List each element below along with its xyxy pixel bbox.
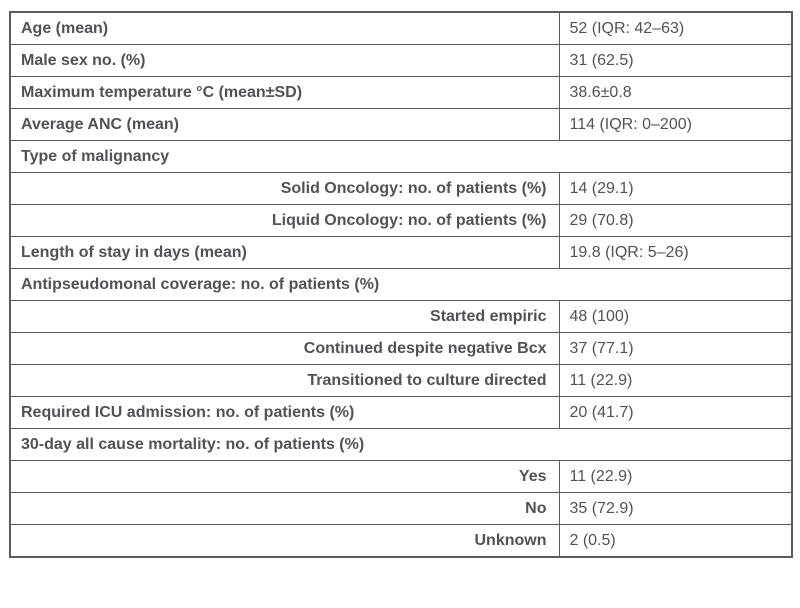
row-value: 19.8 (IQR: 5–26) bbox=[558, 236, 793, 269]
table-row: Yes 11 (22.9) bbox=[9, 460, 793, 493]
row-label: Unknown bbox=[9, 524, 560, 558]
row-label: Yes bbox=[9, 460, 560, 493]
section-header-label: Type of malignancy bbox=[9, 140, 793, 173]
table-row: Started empiric 48 (100) bbox=[9, 300, 793, 333]
row-value: 35 (72.9) bbox=[558, 492, 793, 525]
row-value: 31 (62.5) bbox=[558, 44, 793, 77]
row-value: 14 (29.1) bbox=[558, 172, 793, 205]
row-value: 48 (100) bbox=[558, 300, 793, 333]
table-row: Length of stay in days (mean) 19.8 (IQR: … bbox=[9, 236, 793, 269]
patient-characteristics-table: Age (mean) 52 (IQR: 42–63) Male sex no. (%… bbox=[9, 11, 793, 558]
row-label: No bbox=[9, 492, 560, 525]
characteristics-table: Age (mean) 52 (IQR: 42–63) Male sex no. (%… bbox=[9, 11, 793, 558]
row-value: 38.6±0.8 bbox=[558, 76, 793, 109]
row-value: 52 (IQR: 42–63) bbox=[558, 11, 793, 45]
table-row: Unknown 2 (0.5) bbox=[9, 524, 793, 558]
row-label: Continued despite negative Bcx bbox=[9, 332, 560, 365]
table-row: Maximum temperature °C (mean±SD) 38.6±0.8 bbox=[9, 76, 793, 109]
row-label: Average ANC (mean) bbox=[9, 108, 560, 141]
row-label: Required ICU admission: no. of patients … bbox=[9, 396, 560, 429]
row-value: 29 (70.8) bbox=[558, 204, 793, 237]
section-header-row: 30-day all cause mortality: no. of patie… bbox=[9, 428, 793, 461]
row-label: Length of stay in days (mean) bbox=[9, 236, 560, 269]
table-row: Male sex no. (%) 31 (62.5) bbox=[9, 44, 793, 77]
table-row: Continued despite negative Bcx 37 (77.1) bbox=[9, 332, 793, 365]
row-value: 20 (41.7) bbox=[558, 396, 793, 429]
table-row: Age (mean) 52 (IQR: 42–63) bbox=[9, 11, 793, 45]
row-label: Age (mean) bbox=[9, 11, 560, 45]
section-header-row: Type of malignancy bbox=[9, 140, 793, 173]
table-row: Average ANC (mean) 114 (IQR: 0–200) bbox=[9, 108, 793, 141]
row-value: 114 (IQR: 0–200) bbox=[558, 108, 793, 141]
row-value: 11 (22.9) bbox=[558, 364, 793, 397]
row-label: Maximum temperature °C (mean±SD) bbox=[9, 76, 560, 109]
row-label: Male sex no. (%) bbox=[9, 44, 560, 77]
table-row: Liquid Oncology: no. of patients (%) 29 (… bbox=[9, 204, 793, 237]
table-row: Transitioned to culture directed 11 (22.9… bbox=[9, 364, 793, 397]
section-header-label: 30-day all cause mortality: no. of patie… bbox=[9, 428, 793, 461]
row-value: 2 (0.5) bbox=[558, 524, 793, 558]
section-header-row: Antipseudomonal coverage: no. of patient… bbox=[9, 268, 793, 301]
row-label: Solid Oncology: no. of patients (%) bbox=[9, 172, 560, 205]
row-value: 37 (77.1) bbox=[558, 332, 793, 365]
row-label: Started empiric bbox=[9, 300, 560, 333]
table-row: Solid Oncology: no. of patients (%) 14 (2… bbox=[9, 172, 793, 205]
row-value: 11 (22.9) bbox=[558, 460, 793, 493]
row-label: Transitioned to culture directed bbox=[9, 364, 560, 397]
table-row: No 35 (72.9) bbox=[9, 492, 793, 525]
table-row: Required ICU admission: no. of patients … bbox=[9, 396, 793, 429]
row-label: Liquid Oncology: no. of patients (%) bbox=[9, 204, 560, 237]
characteristics-table-body: Age (mean) 52 (IQR: 42–63) Male sex no. (%… bbox=[9, 11, 793, 558]
section-header-label: Antipseudomonal coverage: no. of patient… bbox=[9, 268, 793, 301]
